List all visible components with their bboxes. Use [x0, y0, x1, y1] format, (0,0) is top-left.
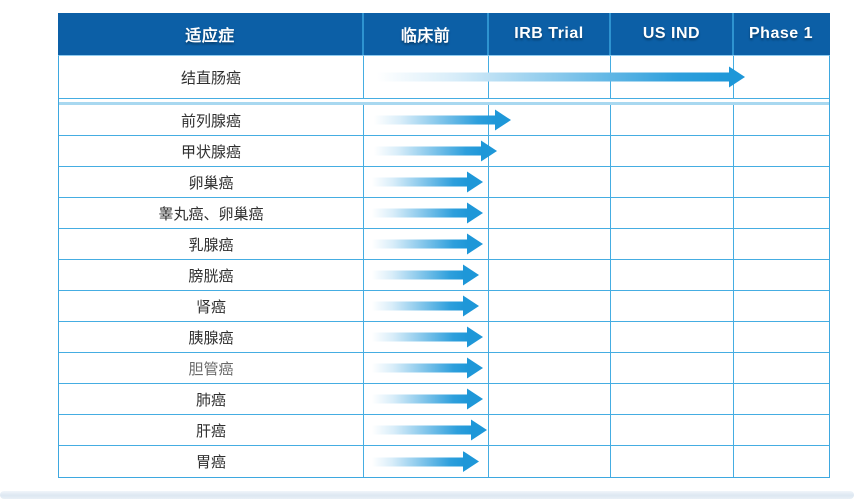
cell-preclinical — [363, 229, 488, 259]
cell-phase-1 — [733, 415, 829, 445]
cell-preclinical — [363, 136, 488, 166]
indication-label: 前列腺癌 — [180, 112, 241, 130]
indication-label: 胃癌 — [195, 454, 226, 471]
indication-label: 甲状腺癌 — [180, 143, 241, 161]
indication-label: 睾丸癌、卵巢癌 — [158, 205, 264, 223]
table-row: 肺癌 — [59, 384, 829, 415]
cell-irb-trial — [488, 322, 610, 352]
cell-irb-trial — [488, 446, 610, 477]
cell-irb-trial — [488, 56, 610, 98]
cell-phase-1 — [733, 353, 829, 383]
cell-phase-1 — [733, 322, 829, 352]
cell-us-ind — [610, 229, 733, 259]
table-row: 胃癌 — [59, 446, 829, 477]
table-row: 肝癌 — [59, 415, 829, 446]
cell-preclinical — [363, 167, 488, 197]
cell-us-ind — [610, 353, 733, 383]
indication-label: 乳腺癌 — [188, 236, 234, 254]
table-row: 肾癌 — [59, 291, 829, 322]
column-header-us-ind: US IND — [609, 13, 732, 55]
cell-irb-trial — [488, 136, 610, 166]
cell-us-ind — [610, 167, 733, 197]
cell-irb-trial — [488, 229, 610, 259]
table-row: 胆管癌 — [59, 353, 829, 384]
indication-label: 肾癌 — [195, 298, 226, 316]
table-row: 胰腺癌 — [59, 322, 829, 353]
cell-phase-1 — [733, 291, 829, 321]
cell-irb-trial — [488, 353, 610, 383]
indication-label: 肝癌 — [195, 422, 226, 440]
cell-preclinical — [363, 198, 488, 228]
cell-us-ind — [610, 136, 733, 166]
column-header-preclinical: 临床前 — [362, 13, 487, 55]
cell-phase-1 — [733, 229, 829, 259]
cell-phase-1 — [733, 167, 829, 197]
cell-preclinical — [363, 260, 488, 290]
table-row: 结直肠癌 — [59, 56, 829, 99]
pipeline-table: 适应症 临床前 IRB Trial US IND Phase 1 结直肠癌 前列… — [58, 13, 830, 478]
table-row: 膀胱癌 — [59, 260, 829, 291]
cell-us-ind — [610, 322, 733, 352]
column-header-irb-trial: IRB Trial — [487, 13, 609, 55]
cell-phase-1 — [733, 56, 829, 98]
cell-us-ind — [610, 56, 733, 98]
column-header-indication: 适应症 — [185, 28, 235, 45]
cell-preclinical — [363, 415, 488, 445]
cell-us-ind — [610, 291, 733, 321]
table-row: 甲状腺癌 — [59, 136, 829, 167]
table-row: 前列腺癌 — [59, 105, 829, 136]
cell-irb-trial — [488, 198, 610, 228]
cell-us-ind — [610, 105, 733, 135]
section-divider — [59, 99, 829, 105]
indication-label: 结直肠癌 — [180, 69, 241, 87]
table-body: 结直肠癌 前列腺癌 甲状腺癌 卵巢癌 — [58, 55, 830, 478]
cell-phase-1 — [733, 198, 829, 228]
indication-label: 胰腺癌 — [188, 329, 234, 347]
cell-preclinical — [363, 353, 488, 383]
cell-irb-trial — [488, 105, 610, 135]
cell-preclinical — [363, 322, 488, 352]
cell-irb-trial — [488, 260, 610, 290]
cell-irb-trial — [488, 415, 610, 445]
cell-us-ind — [610, 384, 733, 414]
slide-bottom-strip — [0, 491, 854, 499]
cell-phase-1 — [733, 446, 829, 477]
cell-irb-trial — [488, 384, 610, 414]
cell-phase-1 — [733, 105, 829, 135]
indication-label: 卵巢癌 — [188, 174, 234, 192]
cell-preclinical — [363, 105, 488, 135]
cell-preclinical — [363, 56, 488, 98]
cell-us-ind — [610, 446, 733, 477]
table-header-row: 适应症 临床前 IRB Trial US IND Phase 1 — [58, 13, 830, 55]
table-row: 卵巢癌 — [59, 167, 829, 198]
cell-irb-trial — [488, 167, 610, 197]
cell-preclinical — [363, 384, 488, 414]
indication-label: 肺癌 — [195, 391, 226, 409]
cell-us-ind — [610, 260, 733, 290]
cell-us-ind — [610, 198, 733, 228]
column-header-phase-1: Phase 1 — [732, 13, 828, 55]
cell-phase-1 — [733, 384, 829, 414]
table-row: 乳腺癌 — [59, 229, 829, 260]
cell-phase-1 — [733, 260, 829, 290]
cell-irb-trial — [488, 291, 610, 321]
indication-label: 膀胱癌 — [188, 267, 234, 285]
cell-us-ind — [610, 415, 733, 445]
indication-label: 胆管癌 — [188, 360, 234, 378]
cell-phase-1 — [733, 136, 829, 166]
cell-preclinical — [363, 446, 488, 477]
table-row: 睾丸癌、卵巢癌 — [59, 198, 829, 229]
cell-preclinical — [363, 291, 488, 321]
